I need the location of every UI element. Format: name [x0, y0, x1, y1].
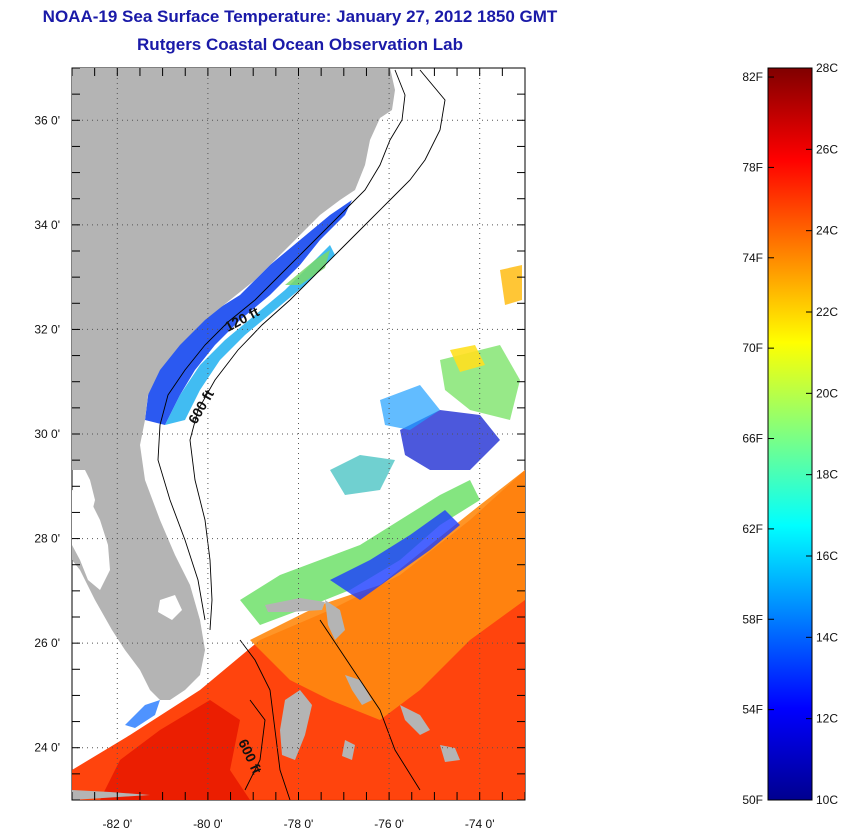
land-andros-island	[280, 690, 312, 760]
sst-shelf-cyan	[165, 245, 335, 425]
colorbar-f-label: 58F	[742, 612, 763, 626]
land-gulf-coast	[72, 490, 110, 590]
colorbar-f-label: 54F	[742, 703, 763, 717]
title-line-1: NOAA-19 Sea Surface Temperature: January…	[42, 7, 558, 26]
land-abaco	[325, 600, 345, 640]
colorbar-f-label: 62F	[742, 522, 763, 536]
colorbar-f-label: 74F	[742, 251, 763, 265]
lat-tick-label: 34 0'	[34, 218, 60, 232]
lat-tick-label: 28 0'	[34, 532, 60, 546]
lat-tick-label: 32 0'	[34, 322, 60, 336]
colorbar-f-label: 66F	[742, 432, 763, 446]
land-lake-okeechobee	[158, 595, 182, 620]
land	[72, 68, 460, 800]
graticule	[72, 68, 525, 800]
sst-shelf-green	[285, 250, 330, 285]
sst-front-green	[240, 480, 480, 625]
land-bahama-islets	[342, 705, 460, 762]
land-eleuthera	[345, 675, 372, 705]
isobath-600ft	[189, 69, 446, 631]
colorbar	[767, 67, 813, 801]
colorbar-c-label: 26C	[816, 142, 838, 156]
title-line-2: Rutgers Coastal Ocean Observation Lab	[137, 35, 463, 54]
land-southeast-us	[72, 68, 395, 700]
sst-patch-cyan	[380, 385, 440, 430]
lon-tick-label: -78 0'	[284, 817, 314, 831]
axis-ticks: -82 0' -80 0' -78 0' -76 0' -74 0' 24 0' 26 0'…	[34, 67, 526, 831]
lon-tick-label: -82 0'	[102, 817, 132, 831]
colorbar-f-label: 78F	[742, 160, 763, 174]
sst-patch-mixed	[330, 455, 395, 495]
lon-tick-label: -76 0'	[374, 817, 404, 831]
colorbar-c-label: 18C	[816, 468, 838, 482]
lat-tick-label: 24 0'	[34, 741, 60, 755]
colorbar-c-label: 22C	[816, 305, 838, 319]
sst-keys-blue	[125, 700, 160, 728]
colorbar-c-label: 28C	[816, 61, 838, 75]
land-grand-bahama	[265, 598, 325, 612]
colorbar-c-label: 20C	[816, 386, 838, 400]
colorbar-c-label: 14C	[816, 630, 838, 644]
isobath-120ft	[157, 69, 406, 621]
colorbar-c-label: 10C	[816, 793, 838, 807]
isobaths	[157, 69, 446, 800]
lat-tick-label: 26 0'	[34, 636, 60, 650]
colorbar-labels: 50F 54F 58F 62F 66F 70F 74F 78F 82F 10C 12C 14C 16C 1…	[742, 61, 838, 807]
sst-red-deep	[100, 700, 250, 800]
sst-patch-blue	[400, 410, 500, 470]
colorbar-f-label: 50F	[742, 793, 763, 807]
land-cuba	[72, 790, 150, 800]
sst-front-blue	[330, 510, 460, 600]
sst-orange-region	[250, 470, 525, 720]
sst-patch-yellow2	[500, 265, 522, 305]
isobath-bahamas	[239, 619, 421, 800]
colorbar-c-label: 24C	[816, 224, 838, 238]
lon-tick-label: -80 0'	[193, 817, 223, 831]
colorbar-f-label: 82F	[742, 70, 763, 84]
lat-tick-label: 30 0'	[34, 427, 60, 441]
sst-patch-yellow	[450, 345, 485, 372]
lat-tick-label: 36 0'	[34, 113, 60, 127]
sst-shelf-cold	[145, 200, 352, 425]
lon-tick-label: -74 0'	[465, 817, 495, 831]
colorbar-c-label: 16C	[816, 549, 838, 563]
colorbar-f-label: 70F	[742, 341, 763, 355]
colorbar-c-label: 12C	[816, 712, 838, 726]
